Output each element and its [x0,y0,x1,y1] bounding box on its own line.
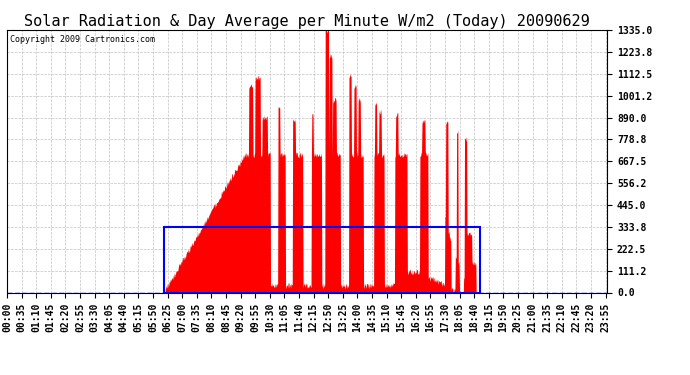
Title: Solar Radiation & Day Average per Minute W/m2 (Today) 20090629: Solar Radiation & Day Average per Minute… [24,14,590,29]
Text: Copyright 2009 Cartronics.com: Copyright 2009 Cartronics.com [10,35,155,44]
Bar [164,227,480,292]
